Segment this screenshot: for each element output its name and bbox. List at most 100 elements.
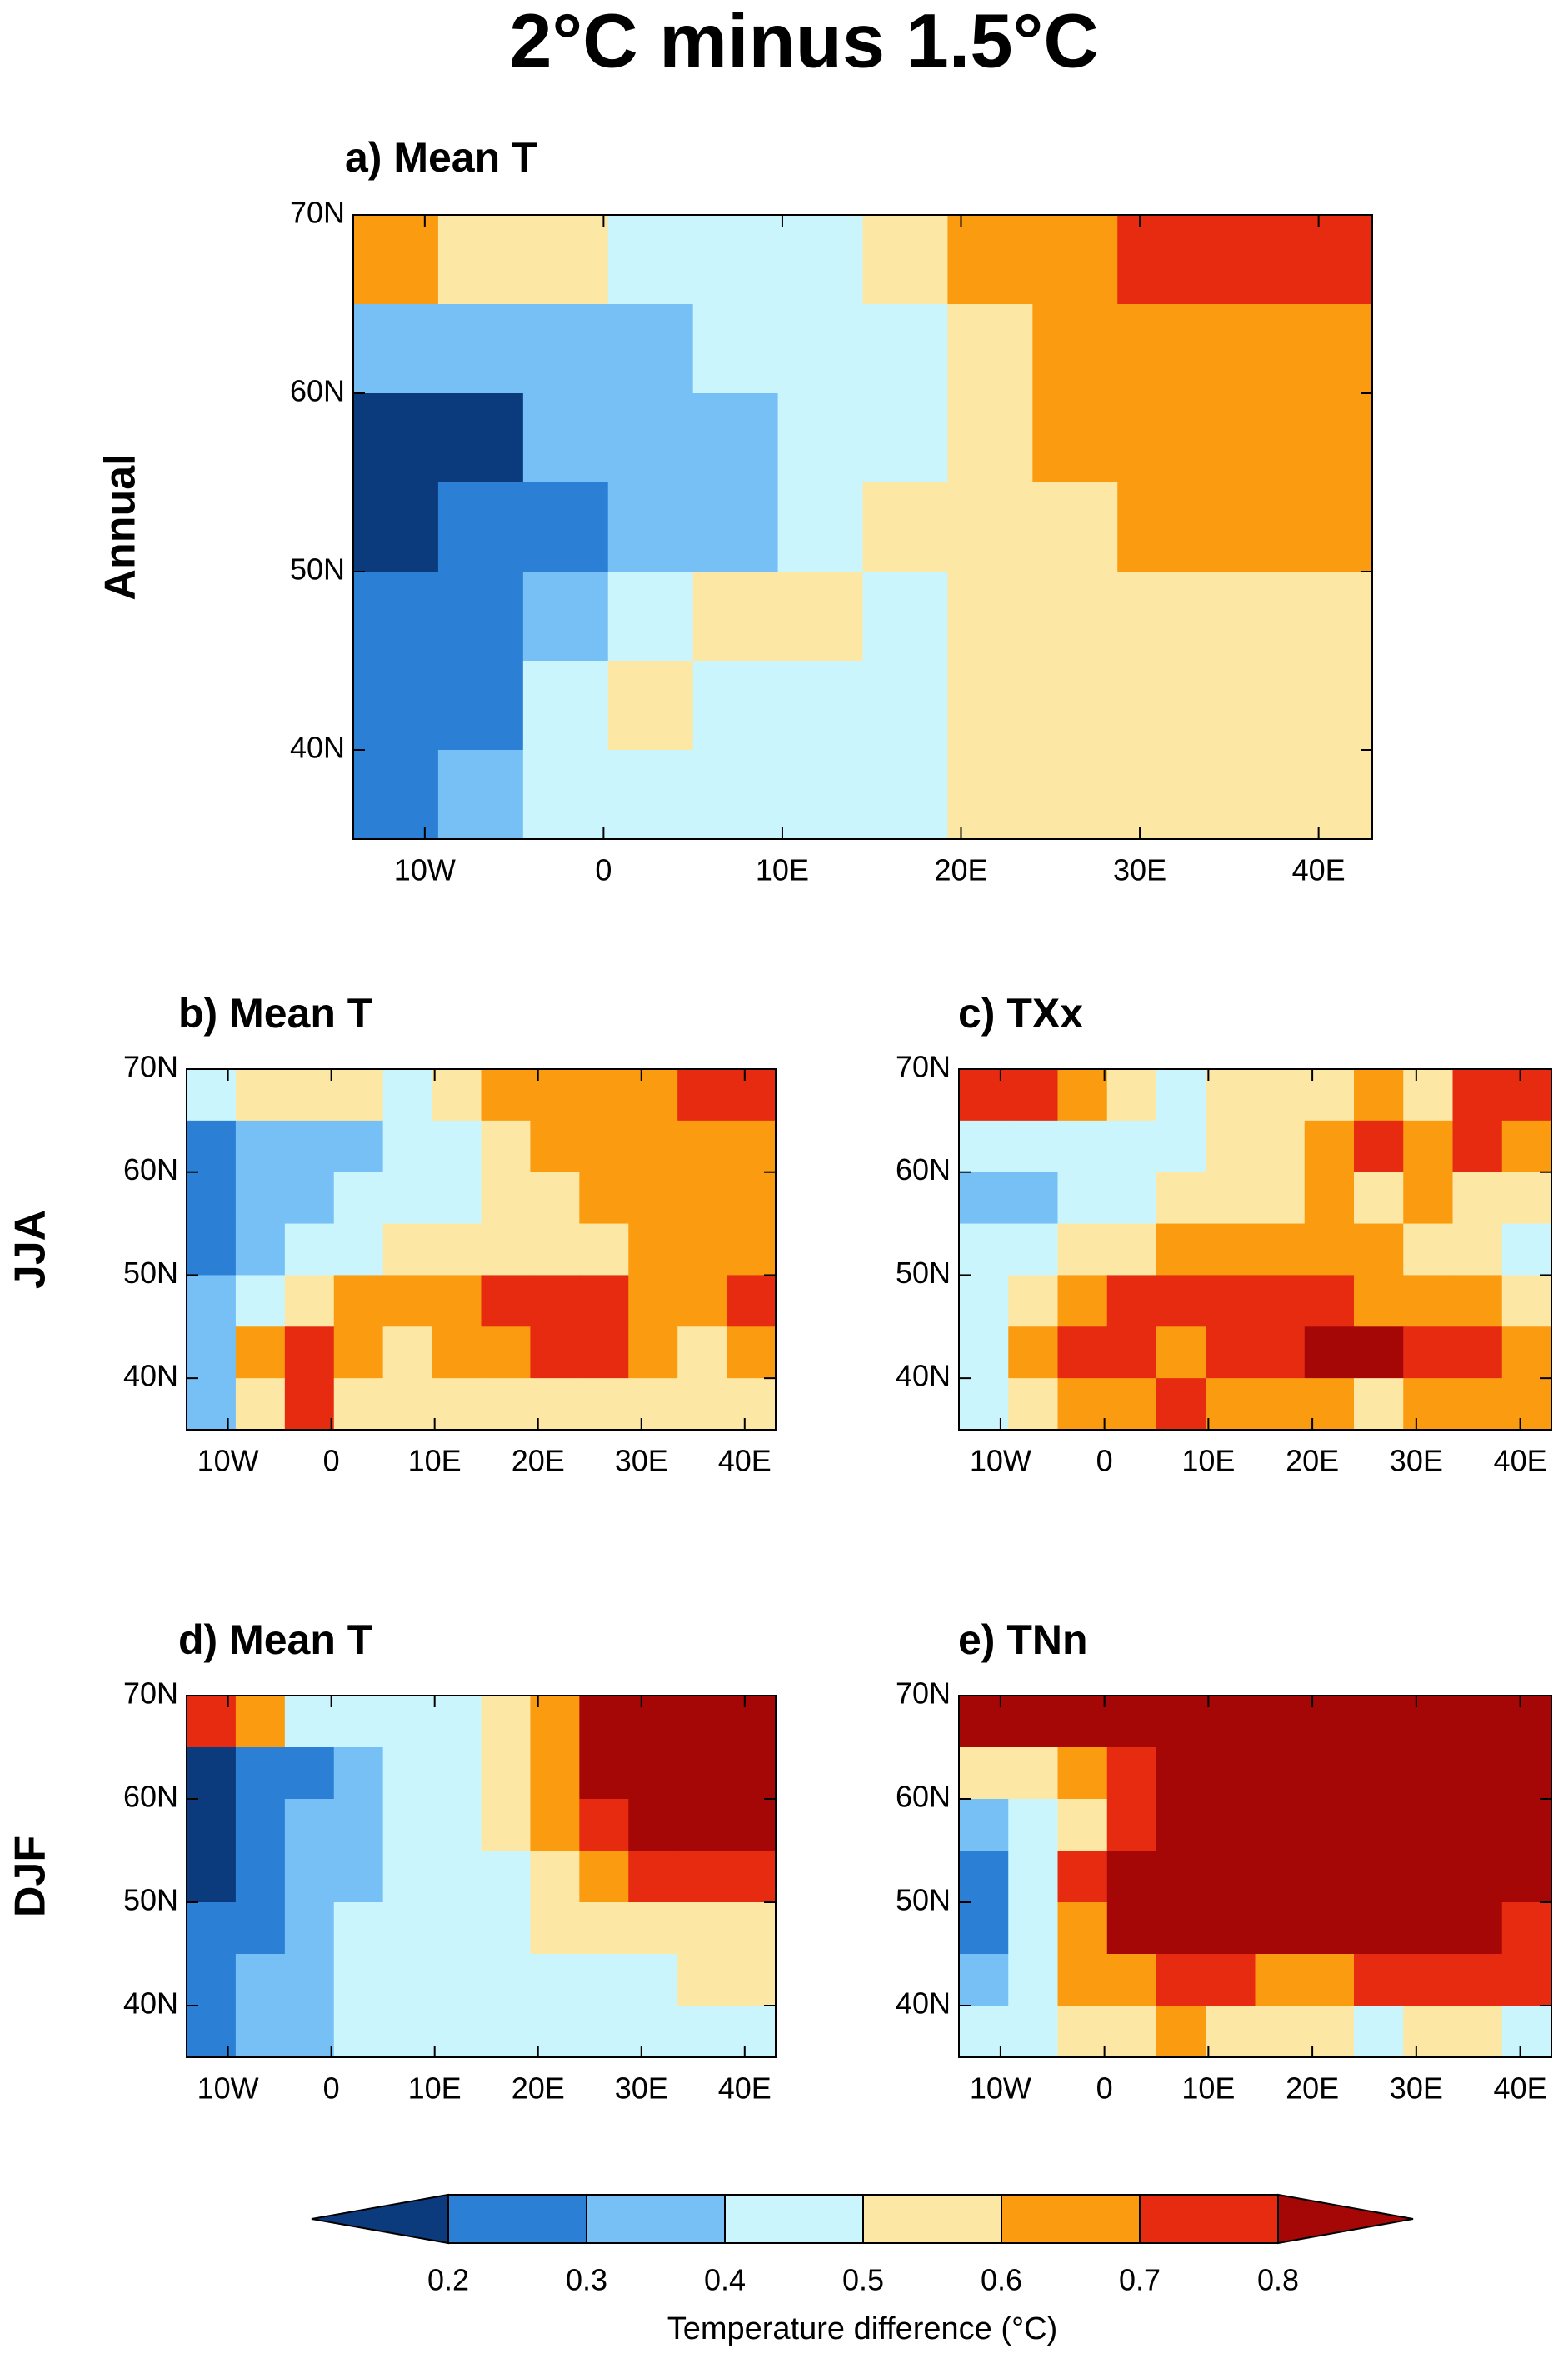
grid-cell	[1202, 482, 1288, 572]
grid-cell	[727, 1069, 777, 1122]
x-tick-label: 10W	[197, 1444, 259, 1478]
grid-cell	[1156, 1120, 1206, 1173]
grid-cell	[1106, 1799, 1157, 1851]
y-tick-label: 60N	[896, 1152, 951, 1186]
row-label: JJA	[7, 1210, 55, 1289]
grid-cell	[1008, 1223, 1059, 1276]
grid-cell	[481, 1069, 532, 1122]
grid-cell	[1403, 1696, 1454, 1748]
grid-cell	[432, 1696, 482, 1748]
grid-cell	[1206, 1851, 1256, 1903]
grid-cell	[1287, 215, 1373, 305]
grid-cell	[677, 1172, 727, 1225]
y-tick-label: 50N	[290, 552, 345, 587]
grid-cell	[1255, 1747, 1306, 1800]
grid-cell	[1354, 1747, 1404, 1800]
grid-cell	[284, 1172, 335, 1225]
grid-cell	[235, 2006, 286, 2058]
x-tick-label: 30E	[1113, 853, 1166, 887]
grid-cell	[522, 393, 609, 483]
grid-cell	[284, 2006, 335, 2058]
grid-cell	[1206, 1378, 1256, 1431]
grid-cell	[1255, 1696, 1306, 1748]
panel-title: e) TNn	[958, 1616, 1088, 1663]
grid-cell	[1255, 1172, 1306, 1225]
grid-cell	[1354, 1120, 1404, 1173]
grid-cell	[947, 482, 1033, 572]
grid-cell	[382, 1378, 433, 1431]
grid-cell	[1156, 1799, 1206, 1851]
grid-cell	[1156, 1326, 1206, 1379]
grid-cell	[1106, 2006, 1157, 2058]
grid-cell	[1452, 1275, 1503, 1327]
grid-cell	[692, 304, 779, 394]
grid-cell	[959, 1326, 1009, 1379]
grid-cell	[1117, 304, 1203, 394]
grid-cell	[235, 1120, 286, 1173]
grid-cell	[1501, 1851, 1552, 1903]
grid-cell	[677, 1747, 727, 1800]
grid-cell	[628, 1799, 678, 1851]
grid-cell	[1452, 1378, 1503, 1431]
grid-cell	[727, 2006, 777, 2058]
x-tick-label: 0	[595, 853, 612, 887]
grid-cell	[522, 750, 609, 840]
grid-cell	[333, 1069, 384, 1122]
grid-cell	[353, 482, 439, 572]
y-tick-label: 70N	[123, 1050, 178, 1084]
grid-cell	[1008, 1069, 1059, 1122]
grid-cell	[1117, 750, 1203, 840]
row-label: DJF	[7, 1836, 55, 1917]
grid-cell	[947, 750, 1033, 840]
grid-cell	[959, 1223, 1009, 1276]
grid-cell	[432, 1747, 482, 1800]
map-frame	[958, 1695, 1552, 2058]
grid-cell	[382, 1275, 433, 1327]
grid-cell	[1008, 1851, 1059, 1903]
grid-cell	[1057, 1799, 1108, 1851]
grid-cell	[1106, 1747, 1157, 1800]
grid-cell	[333, 1696, 384, 1748]
grid-cell	[1403, 1223, 1454, 1276]
grid-cell	[235, 1172, 286, 1225]
y-tick-label: 60N	[896, 1780, 951, 1814]
grid-cell	[579, 1902, 629, 1955]
grid-cell	[481, 1747, 532, 1800]
y-tick-label: 40N	[123, 1986, 178, 2021]
grid-cell	[522, 572, 609, 662]
grid-cell	[522, 482, 609, 572]
grid-cell	[1057, 1069, 1108, 1122]
grid-cell	[382, 1696, 433, 1748]
grid-cell	[1206, 1696, 1256, 1748]
grid-cell	[1501, 1120, 1552, 1173]
grid-cell	[1354, 1902, 1404, 1955]
grid-cell	[382, 1954, 433, 2006]
map-frame	[186, 1695, 777, 2058]
x-tick-label: 30E	[615, 2071, 668, 2106]
grid-cell	[1287, 572, 1373, 662]
colorbar-high	[1277, 2193, 1414, 2245]
grid-cell	[1403, 1326, 1454, 1379]
grid-cell	[481, 1954, 532, 2006]
y-tick-label: 70N	[123, 1676, 178, 1711]
grid-cell	[628, 1223, 678, 1276]
grid-cell	[862, 215, 949, 305]
grid-cell	[1117, 393, 1203, 483]
y-tick-label: 50N	[896, 1883, 951, 1917]
grid-cell	[1452, 1954, 1503, 2006]
grid-cell	[1202, 393, 1288, 483]
grid-cell	[579, 1223, 629, 1276]
grid-cell	[777, 304, 864, 394]
grid-cell	[1287, 750, 1373, 840]
grid-cell	[692, 661, 779, 751]
grid-cell	[628, 1696, 678, 1748]
grid-cell	[235, 1326, 286, 1379]
grid-cell	[727, 1902, 777, 1955]
x-tick-label: 10E	[408, 1444, 462, 1478]
grid-cell	[727, 1275, 777, 1327]
grid-cell	[1032, 572, 1118, 662]
grid-cell	[235, 1378, 286, 1431]
grid-cell	[284, 1747, 335, 1800]
grid-cell	[333, 1747, 384, 1800]
